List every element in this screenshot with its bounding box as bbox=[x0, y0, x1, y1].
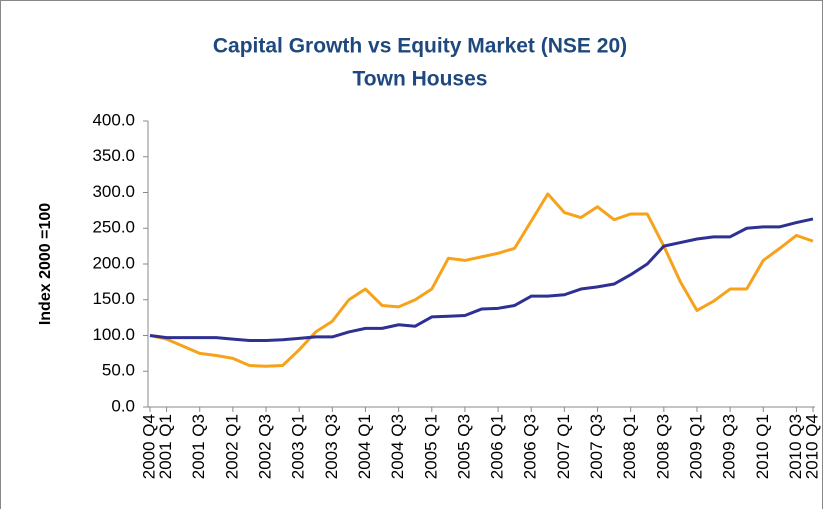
chart-subtitle: Town Houses bbox=[353, 68, 488, 91]
x-tick-label: 2005 Q3 bbox=[454, 414, 473, 479]
series-line bbox=[149, 192, 814, 368]
y-axis-label: Index 2000 =100 bbox=[37, 203, 54, 325]
x-tick-label: 2008 Q1 bbox=[620, 414, 639, 479]
x-tick-label: 2005 Q1 bbox=[421, 414, 440, 479]
x-tick-label: 2003 Q1 bbox=[289, 414, 308, 479]
x-tick-label: 2002 Q3 bbox=[256, 414, 275, 479]
y-tick-label: 400.0 bbox=[92, 110, 135, 129]
x-tick-label: 2010 Q3 bbox=[786, 414, 805, 479]
x-tick-label: 2007 Q1 bbox=[554, 414, 573, 479]
x-tick-label: 2009 Q3 bbox=[720, 414, 739, 479]
x-tick-label: 2008 Q3 bbox=[653, 414, 672, 479]
y-tick-label: 0.0 bbox=[111, 396, 135, 415]
x-tick-label: 2000 Q4 bbox=[139, 414, 158, 479]
y-tick-label: 50.0 bbox=[102, 361, 135, 380]
x-tick-label: 2004 Q1 bbox=[355, 414, 374, 479]
x-tick-label: 2006 Q3 bbox=[521, 414, 540, 479]
x-tick-label: 2001 Q3 bbox=[189, 414, 208, 479]
chart-title: Capital Growth vs Equity Market (NSE 20) bbox=[213, 35, 627, 58]
x-tick-label: 2004 Q3 bbox=[388, 414, 407, 479]
y-tick-label: 350.0 bbox=[92, 146, 135, 165]
x-tick-label: 2010 Q1 bbox=[753, 414, 772, 479]
y-tick-label: 250.0 bbox=[92, 218, 135, 237]
y-tick-label: 200.0 bbox=[92, 253, 135, 272]
x-tick-label: 2009 Q1 bbox=[686, 414, 705, 479]
x-tick-label: 2001 Q1 bbox=[156, 414, 175, 479]
x-tick-label: 2006 Q1 bbox=[488, 414, 507, 479]
y-tick-label: 300.0 bbox=[92, 182, 135, 201]
y-tick-label: 100.0 bbox=[92, 325, 135, 344]
x-tick-label: 2002 Q1 bbox=[222, 414, 241, 479]
x-tick-label: 2003 Q3 bbox=[322, 414, 341, 479]
y-tick-label: 150.0 bbox=[92, 289, 135, 308]
x-tick-label: 2010 Q4 bbox=[802, 414, 821, 479]
series-line bbox=[149, 217, 814, 343]
x-tick-label: 2007 Q3 bbox=[587, 414, 606, 479]
